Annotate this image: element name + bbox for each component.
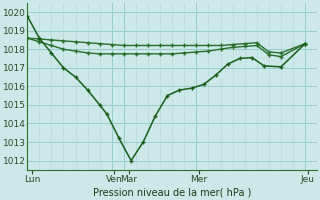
X-axis label: Pression niveau de la mer( hPa ): Pression niveau de la mer( hPa ) bbox=[93, 187, 252, 197]
